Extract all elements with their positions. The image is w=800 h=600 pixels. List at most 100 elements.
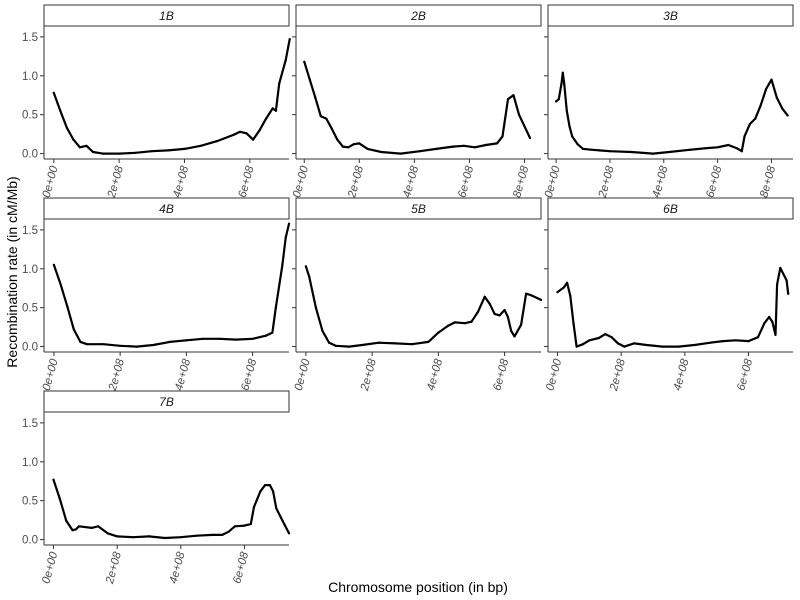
data-point [234, 338, 238, 341]
data-point [97, 525, 100, 528]
data-point [571, 135, 574, 138]
data-point [264, 484, 267, 487]
y-axis-title: Recombination rate (in cM/Mb) [4, 176, 20, 367]
data-point [134, 151, 137, 154]
data-point [118, 152, 121, 155]
data-point [493, 312, 496, 315]
x-tick-label: 0e+00 [543, 164, 563, 199]
x-tick-label: 6e+08 [239, 357, 259, 392]
data-point [774, 333, 777, 336]
x-tick-label: 4e+08 [173, 357, 193, 392]
data-point [523, 125, 526, 128]
data-point [334, 344, 337, 347]
x-tick-label: 2e+08 [608, 357, 628, 393]
data-point [150, 150, 153, 153]
data-point [288, 38, 291, 41]
data-point [786, 114, 789, 117]
data-point [284, 236, 287, 239]
x-tick-label: 4e+08 [651, 164, 671, 199]
data-point [530, 294, 533, 297]
x-tick-label: 0e+00 [41, 164, 61, 199]
data-point [287, 532, 291, 535]
data-point [506, 98, 510, 101]
data-point [473, 146, 476, 149]
data-point [201, 337, 204, 340]
recombination-line [304, 265, 543, 348]
data-point [119, 344, 122, 347]
data-point [575, 345, 578, 348]
data-point [759, 104, 762, 107]
data-point [556, 291, 559, 294]
facet-strip [43, 4, 290, 27]
data-point [785, 279, 788, 282]
data-point [528, 136, 532, 140]
data-point [477, 310, 480, 313]
y-tick-label: 1.0 [22, 71, 38, 83]
data-point [221, 533, 224, 537]
data-point [265, 117, 268, 120]
data-point [747, 340, 750, 343]
data-point [308, 78, 311, 81]
data-point [59, 283, 62, 286]
data-point [330, 127, 333, 130]
x-tick-label: 4e+08 [401, 164, 421, 199]
data-point [65, 126, 68, 129]
data-point [52, 263, 56, 266]
data-point [787, 292, 790, 295]
data-point [510, 329, 513, 333]
x-tick-label: 6e+08 [491, 357, 511, 392]
data-point [782, 273, 785, 276]
data-point [218, 337, 221, 340]
data-point [775, 96, 778, 99]
data-point [566, 281, 569, 284]
data-point [651, 152, 655, 155]
data-point [399, 152, 402, 155]
facet-label: 1B [159, 9, 174, 23]
data-point [470, 320, 473, 323]
data-point [314, 306, 317, 309]
data-point [539, 298, 543, 301]
data-point [74, 528, 77, 531]
data-point [185, 339, 188, 342]
recombination-line [52, 222, 291, 348]
data-point [705, 147, 708, 150]
data-point [347, 345, 351, 348]
data-point [303, 60, 306, 63]
data-point [275, 507, 278, 510]
x-tick-label: 2e+08 [346, 164, 366, 200]
x-tick-label: 2e+08 [106, 164, 126, 200]
data-point [72, 328, 75, 331]
data-point [271, 107, 274, 110]
data-point [693, 343, 696, 347]
data-point [168, 340, 171, 343]
x-tick-label: 2e+08 [596, 164, 616, 200]
panel-3B: 3B 0e+00 2e+08 4e+08 6e+08 8e+08 [543, 4, 794, 200]
x-tick-label: 6e+08 [735, 357, 755, 392]
data-point [66, 305, 69, 308]
data-point [272, 490, 275, 493]
x-tick-label: 6e+08 [456, 164, 476, 199]
panel-1B: 1B 0.0 0.5 1.0 1.5 0e+00 2e+08 4e+08 6e+08 [22, 4, 291, 200]
data-point [135, 345, 138, 348]
recombination-line [555, 71, 789, 155]
x-tick-label: 4e+08 [171, 164, 191, 199]
facet-strip [547, 4, 794, 27]
data-point [771, 320, 774, 323]
data-point [462, 144, 465, 147]
data-point [776, 283, 779, 286]
data-point [740, 150, 743, 153]
x-tick-label: 4e+08 [672, 357, 692, 392]
data-point [503, 308, 506, 312]
data-point [734, 339, 737, 342]
data-point [52, 478, 55, 481]
facet-label: 5B [411, 202, 426, 216]
facet-strip [43, 390, 290, 413]
data-point [167, 149, 170, 152]
data-point [232, 133, 235, 136]
data-point [77, 525, 81, 528]
x-tick-label: 6e+08 [237, 164, 257, 199]
data-point [437, 331, 440, 334]
data-point [179, 536, 182, 539]
data-point [336, 138, 339, 141]
data-point [252, 138, 255, 141]
